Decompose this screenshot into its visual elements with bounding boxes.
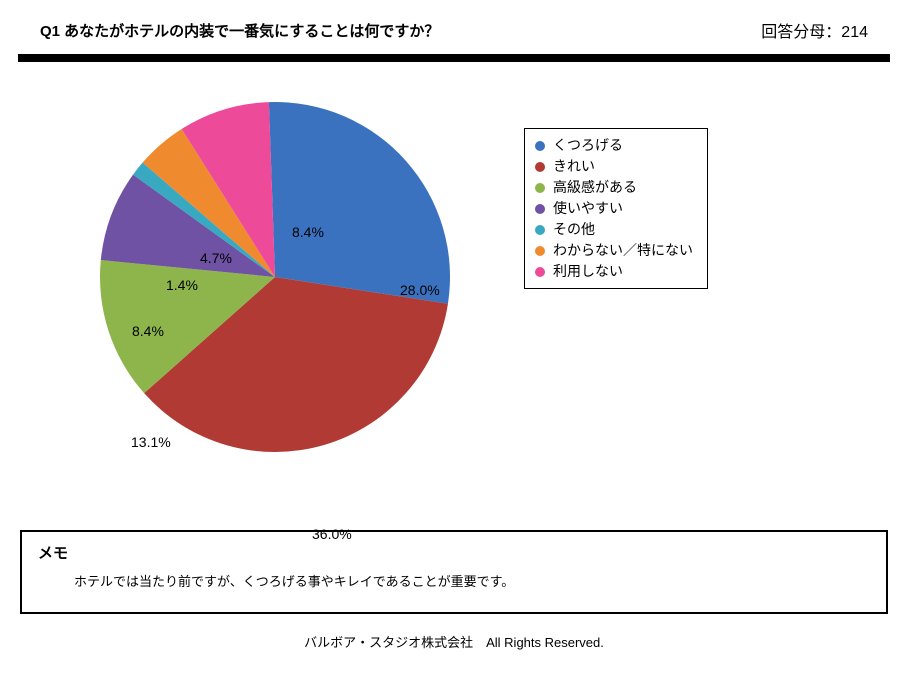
legend-item: くつろげる: [535, 135, 693, 156]
legend-marker-icon: [535, 183, 545, 193]
legend-marker-icon: [535, 204, 545, 214]
legend-label: 利用しない: [553, 261, 623, 282]
legend-label: その他: [553, 219, 595, 240]
legend-item: その他: [535, 219, 693, 240]
pie-wrap: 28.0%36.0%13.1%8.4%1.4%4.7%8.4%: [0, 92, 520, 492]
pct-label: 13.1%: [131, 434, 171, 450]
pie-chart: [100, 102, 450, 452]
respondents-label: 回答分母：: [761, 24, 841, 41]
pct-label: 36.0%: [312, 526, 352, 542]
legend-marker-icon: [535, 141, 545, 151]
pct-label: 28.0%: [400, 282, 440, 298]
header-rule: [18, 54, 890, 62]
header-row: Q1 あなたがホテルの内装で一番気にすることは何ですか？ 回答分母：214: [0, 0, 908, 50]
legend-item: 利用しない: [535, 261, 693, 282]
legend-label: わからない／特にない: [553, 240, 693, 261]
legend-marker-icon: [535, 267, 545, 277]
legend-label: きれい: [553, 156, 595, 177]
pct-label: 8.4%: [132, 323, 164, 339]
chart-area: 28.0%36.0%13.1%8.4%1.4%4.7%8.4% くつろげるきれい…: [0, 62, 908, 502]
memo-box: メモ ホテルでは当たり前ですが、くつろげる事やキレイであることが重要です。: [20, 530, 888, 614]
legend-marker-icon: [535, 246, 545, 256]
pie-slice: [269, 102, 450, 304]
memo-text: ホテルでは当たり前ですが、くつろげる事やキレイであることが重要です。: [38, 571, 870, 590]
question-text: Q1 あなたがホテルの内装で一番気にすることは何ですか？: [40, 20, 439, 41]
pct-label: 8.4%: [292, 224, 324, 240]
legend-label: 使いやすい: [553, 198, 623, 219]
legend-label: 高級感がある: [553, 177, 637, 198]
legend-marker-icon: [535, 225, 545, 235]
legend-item: きれい: [535, 156, 693, 177]
legend-item: 使いやすい: [535, 198, 693, 219]
legend-item: 高級感がある: [535, 177, 693, 198]
legend-box: くつろげるきれい高級感がある使いやすいその他わからない／特にない利用しない: [524, 128, 708, 289]
pct-label: 1.4%: [166, 277, 198, 293]
legend-label: くつろげる: [553, 135, 623, 156]
footer-text: バルボア・スタジオ株式会社 All Rights Reserved.: [304, 635, 604, 650]
legend-item: わからない／特にない: [535, 240, 693, 261]
pct-label: 4.7%: [200, 250, 232, 266]
respondents: 回答分母：214: [761, 18, 868, 42]
legend-marker-icon: [535, 162, 545, 172]
respondents-value: 214: [841, 24, 868, 41]
footer: バルボア・スタジオ株式会社 All Rights Reserved.: [0, 632, 908, 651]
memo-title: メモ: [38, 542, 870, 563]
